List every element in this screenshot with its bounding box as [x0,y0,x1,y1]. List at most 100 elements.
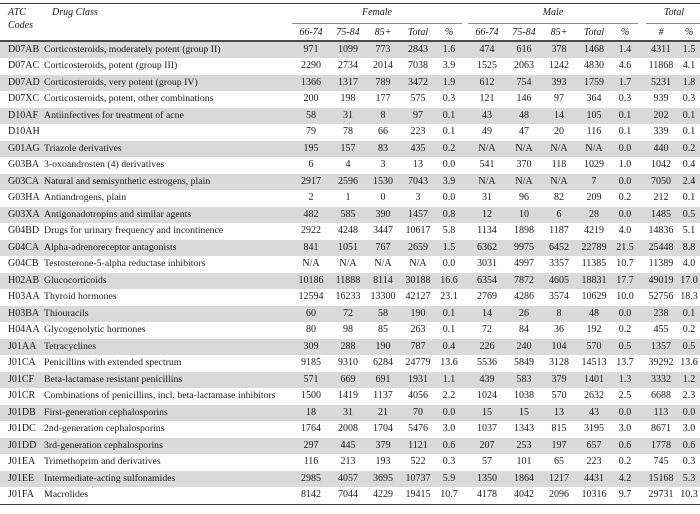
total-percent-cell: 1.2 [676,371,700,388]
total-percent-cell: 1.8 [676,74,700,91]
row-gap-cell [638,74,646,91]
female-85plus-cell: 83 [366,140,400,157]
female-percent-cell: 3.9 [442,60,456,71]
female-66-74-cell: 309 [292,338,330,355]
female-75-84-cell: 16233 [335,291,361,302]
female-66-74-cell: 116 [303,456,319,467]
atc-code-cell: H02AB [0,272,44,289]
male-66-74-cell: 612 [468,74,506,91]
row-gap-cell [638,371,646,388]
male-75-84-cell: 754 [506,74,542,91]
female-percent-cell: 3.9 [436,173,462,190]
total-percent-cell: 0.1 [676,107,700,124]
total-percent-cell: 17.0 [676,272,700,289]
male-group-header: Male [468,3,638,24]
drug-class-cell: Thiouracils [44,305,292,322]
male-percent-cell: 4.0 [618,225,632,236]
total-percent-cell: 0.6 [676,437,700,454]
total-percent-cell: 0.1 [682,126,696,137]
female-85plus-cell: 1704 [373,423,393,434]
male-percent-cell: 1.3 [612,371,638,388]
female-total-cell: 19415 [400,487,436,505]
male-total-subheader: Total [576,23,612,42]
total-count-cell: 6688 [651,390,671,401]
female-85plus-cell: 13300 [370,291,396,302]
table-row: J01DD 3rd-generation cephalosporins 297 … [0,437,700,454]
male-total-cell: 116 [586,126,602,137]
male-85plus-cell: 815 [551,423,567,434]
female-total-cell: 2659 [400,239,436,256]
total-percent-cell: 5.3 [676,470,700,487]
table-row: G03HA Antiandrogens, plain 2 1 0 3 0.0 3… [0,190,700,207]
female-percent-cell: 0.0 [442,159,456,170]
row-gap-cell [638,421,646,438]
atc-code-cell: J01DB [0,404,44,421]
total-count-cell: 39292 [648,357,674,368]
female-85plus-cell: 3 [380,159,386,170]
female-total-cell: 10737 [400,470,436,487]
drug-class-cell: Natural and semisynthetic estrogens, pla… [44,173,292,190]
male-percent-cell: 0.3 [618,93,632,104]
male-total-cell: 1759 [576,74,612,91]
male-75-84-cell: N/A [506,173,542,190]
female-75-84-cell: 2596 [330,173,366,190]
female-66-74-cell: 1500 [301,390,321,401]
table-body: D07AB Corticosteroids, moderately potent… [0,40,700,505]
female-85plus-cell: 1530 [366,173,400,190]
female-85plus-cell: 773 [366,40,400,58]
female-percent-cell: 1.5 [436,239,462,256]
female-total-cell: 575 [410,93,426,104]
male-85plus-cell: 97 [554,93,564,104]
male-66-74-cell: 207 [468,437,506,454]
total-count-cell: 7050 [646,173,676,190]
row-gap-cell [638,305,646,322]
drug-class-cell [44,124,292,141]
female-85plus-cell: 390 [366,206,400,223]
male-total-cell: 43 [576,404,612,421]
row-gap-cell [462,74,468,91]
male-75-84-cell: 1343 [514,423,534,434]
male-total-cell: 2632 [584,390,604,401]
row-gap-cell [638,355,646,372]
row-gap-cell [638,40,646,58]
female-66-74-cell: 2 [308,192,314,203]
table-row: D07AC Corticosteroids, potent (group III… [0,58,700,75]
atc-code-cell: H03AA [8,291,40,302]
row-gap-cell [638,470,646,487]
female-total-cell: 1457 [400,206,436,223]
female-75-84-cell: 4057 [330,470,366,487]
female-75-84-cell: 585 [330,206,366,223]
row-gap-cell [462,338,468,355]
male-total-cell: 223 [586,456,602,467]
male-total-cell: 364 [586,93,602,104]
row-gap-cell [638,107,646,124]
total-count-cell: 113 [646,404,676,421]
male-85plus-cell: 36 [554,324,564,335]
total-percent-cell: 5.1 [682,225,696,236]
total-percent-cell: 1.5 [676,40,700,58]
total-count-cell: 15168 [646,470,676,487]
female-percent-cell: 5.8 [442,225,456,236]
row-gap-cell [638,157,646,174]
female-total-subheader: Total [400,23,436,42]
drug-class-cell: Antigonadotropins and similar agents [44,206,292,223]
drug-class-cell: Antiandrogens, plain [44,192,127,203]
drug-class-column-header: Drug Class [44,3,292,42]
table-row: J01EA Trimethoprim and derivatives 116 2… [0,454,700,471]
female-total-cell: 1121 [400,437,436,454]
male-75-84-cell: 4997 [514,258,534,269]
total-count-cell: 939 [653,93,669,104]
total-count-cell: 1485 [646,206,676,223]
female-66-74-cell: 9185 [301,357,321,368]
table-row: D07AD Corticosteroids, very potent (grou… [0,74,700,91]
total-count-cell: 11389 [648,258,674,269]
drug-class-cell: Corticosteroids, potent, other combinati… [44,93,214,104]
table-row: H02AB Glucocorticoids 10186 11888 8114 3… [0,272,700,289]
male-percent-cell: 0.0 [612,404,638,421]
female-total-cell: 13 [413,159,423,170]
female-percent-cell: 23.1 [440,291,458,302]
male-75-84-cell: 15 [506,404,542,421]
male-66-74-cell: 439 [468,371,506,388]
male-total-cell: 14513 [581,357,607,368]
male-total-cell: 570 [576,338,612,355]
